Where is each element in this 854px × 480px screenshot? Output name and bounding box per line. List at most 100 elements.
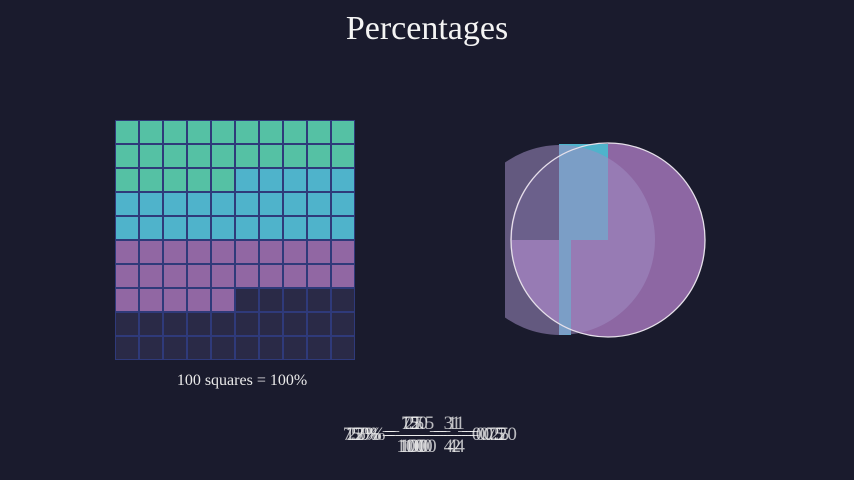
grid-square-green [139, 168, 163, 192]
grid-square-purple [139, 264, 163, 288]
grid-square-empty [139, 312, 163, 336]
grid-square-green [331, 120, 355, 144]
equals-sign: = [432, 424, 444, 445]
grid-square-purple [331, 240, 355, 264]
grid-square-green [235, 120, 259, 144]
grid-square-blue [211, 192, 235, 216]
grid-square-empty [307, 336, 331, 360]
fraction: 25 100 [400, 413, 429, 458]
grid-square-empty [283, 312, 307, 336]
grid-square-purple [307, 240, 331, 264]
pie-chart [505, 142, 706, 338]
grid-square-blue [235, 216, 259, 240]
grid-square-green [115, 168, 139, 192]
grid-square-green [163, 168, 187, 192]
equals-sign: = [440, 424, 452, 445]
grid-square-purple [235, 240, 259, 264]
grid-square-purple [187, 264, 211, 288]
decimal-value: 0.75 [471, 424, 506, 445]
denominator: 100 [400, 435, 429, 457]
grid-square-purple [139, 240, 163, 264]
grid-square-purple [139, 288, 163, 312]
grid-square-blue [187, 192, 211, 216]
grid-square-green [235, 144, 259, 168]
grid-square-empty [331, 336, 355, 360]
grid-square-purple [115, 240, 139, 264]
equals-sign: = [468, 424, 480, 445]
equals-sign: = [389, 424, 401, 445]
grid-square-blue [139, 216, 163, 240]
percent-value: 25% [346, 424, 382, 445]
grid-square-purple [211, 264, 235, 288]
grid-square-purple [283, 264, 307, 288]
grid-square-blue [235, 168, 259, 192]
grid-square-empty [115, 336, 139, 360]
grid-square-green [139, 120, 163, 144]
grid-square-purple [187, 288, 211, 312]
denominator: 100 [404, 435, 433, 457]
grid-square-green [307, 144, 331, 168]
grid-square-green [211, 120, 235, 144]
grid-square-purple [259, 264, 283, 288]
grid-square-purple [115, 288, 139, 312]
grid-square-empty [235, 288, 259, 312]
grid-square-blue [307, 168, 331, 192]
numerator: 75 [401, 412, 421, 434]
grid-square-empty [307, 288, 331, 312]
grid-square-green [187, 120, 211, 144]
grid-square-blue [331, 192, 355, 216]
denominator: 2 [451, 435, 461, 457]
grid-square-empty [139, 336, 163, 360]
equals-sign: = [436, 424, 448, 445]
grid-square-green [115, 144, 139, 168]
grid-square-purple [331, 264, 355, 288]
grid-square-blue [259, 192, 283, 216]
grid-square-green [331, 144, 355, 168]
pie-overlay-disc [505, 145, 655, 335]
numerator: 25 [405, 412, 425, 434]
grid-square-empty [331, 312, 355, 336]
pie-outline [510, 142, 706, 338]
grid-square-green [163, 120, 187, 144]
grid-square-purple [307, 264, 331, 288]
grid-square-green [211, 144, 235, 168]
grid-square-empty [187, 312, 211, 336]
numerator: 1 [447, 412, 458, 434]
grid-square-green [283, 120, 307, 144]
denominator: 100 [396, 435, 425, 457]
grid-square-empty [331, 288, 355, 312]
denominator: 1000 [398, 435, 437, 457]
grid-square-blue [139, 192, 163, 216]
grid-square-green [283, 144, 307, 168]
grid-square-purple [163, 240, 187, 264]
grid-square-empty [235, 312, 259, 336]
grid-square-purple [235, 264, 259, 288]
grid-square-empty [259, 336, 283, 360]
grid-square-green [211, 168, 235, 192]
grid-square-blue [331, 216, 355, 240]
percent-value: 50% [350, 424, 386, 445]
grid-square-blue [307, 192, 331, 216]
grid-square-empty [283, 336, 307, 360]
grid-square-blue [307, 216, 331, 240]
grid-square-empty [187, 336, 211, 360]
grid-square-blue [235, 192, 259, 216]
percent-value: 75% [342, 424, 378, 445]
grid-square-purple [163, 288, 187, 312]
grid-square-empty [307, 312, 331, 336]
grid-square-empty [235, 336, 259, 360]
grid-square-purple [163, 264, 187, 288]
grid-square-green [259, 120, 283, 144]
grid-square-empty [163, 312, 187, 336]
grid-square-green [115, 120, 139, 144]
equals-sign: = [464, 424, 476, 445]
grid-square-empty [115, 312, 139, 336]
grid-square-green [187, 144, 211, 168]
grid-square-blue [115, 192, 139, 216]
grid-square-purple [211, 240, 235, 264]
